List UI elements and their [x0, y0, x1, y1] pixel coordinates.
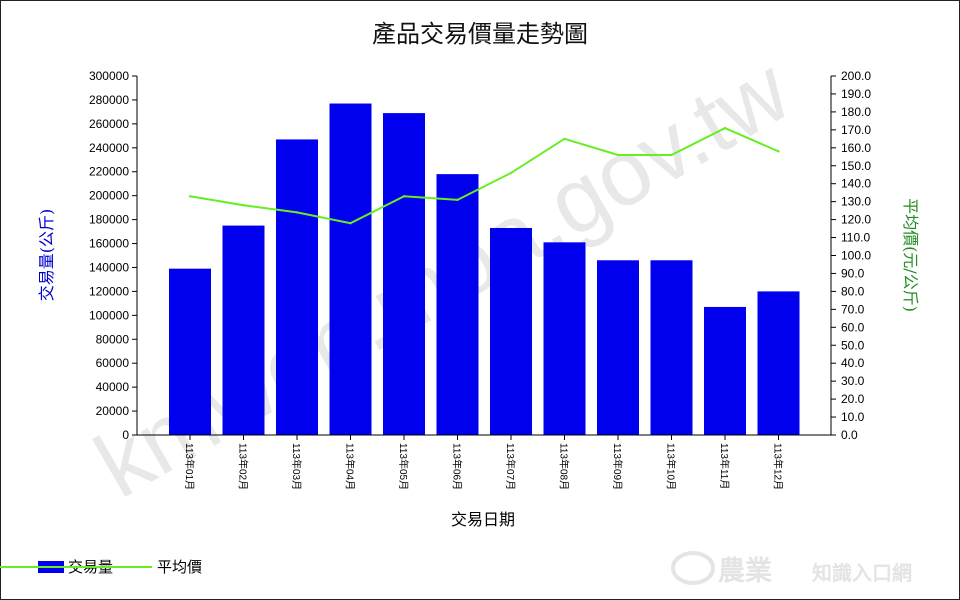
y-tick-label: 160000 [89, 237, 129, 251]
bar [276, 139, 318, 435]
y2-tick-label: 120.0 [841, 213, 871, 227]
x-tick-label: 113年12月 [772, 443, 785, 490]
y2-tick-label: 200.0 [841, 69, 871, 83]
x-tick-label: 113年08月 [558, 443, 571, 490]
y-tick-label: 140000 [89, 260, 129, 274]
y2-tick-label: 20.0 [841, 392, 865, 406]
bar [704, 306, 746, 435]
line-point [509, 171, 513, 175]
y-tick-label: 220000 [89, 165, 129, 179]
y2-tick-label: 130.0 [841, 195, 871, 209]
y2-tick-label: 190.0 [841, 87, 871, 101]
line-point [616, 153, 620, 157]
x-tick-label: 113年10月 [665, 443, 678, 490]
logo-sub-text: 知識入口網 [812, 561, 912, 585]
y-tick-label: 0 [122, 428, 129, 442]
x-axis-title: 交易日期 [451, 510, 515, 529]
bar [169, 268, 211, 435]
y2-tick-label: 110.0 [841, 231, 870, 245]
y-tick-label: 20000 [96, 404, 130, 418]
line-point [402, 195, 406, 198]
chart-title: 產品交易價量走勢圖 [372, 20, 588, 48]
y-tick-label: 280000 [89, 93, 129, 107]
x-tick-label: 113年03月 [290, 443, 303, 490]
line-point [456, 198, 459, 202]
line-point [777, 150, 780, 153]
bar [597, 260, 639, 435]
line-point [349, 221, 352, 225]
y2-tick-label: 140.0 [841, 177, 871, 191]
bar [543, 242, 586, 435]
y2-tick-label: 30.0 [841, 374, 865, 388]
y-axis-title: 交易量(公斤) [37, 209, 56, 302]
y-tick-label: 100000 [89, 308, 129, 322]
x-tick-label: 113年06月 [451, 443, 464, 490]
y2-tick-label: 170.0 [841, 123, 871, 137]
y2-tick-label: 40.0 [841, 356, 865, 370]
line-point [188, 195, 192, 198]
x-tick-label: 113年05月 [397, 443, 410, 490]
bar [329, 103, 372, 436]
x-tick-label: 113年02月 [237, 443, 250, 490]
y2-tick-label: 10.0 [841, 410, 865, 424]
y2-tick-label: 50.0 [841, 338, 865, 352]
bar [650, 260, 693, 435]
y2-tick-label: 80.0 [841, 284, 865, 298]
y-tick-label: 260000 [89, 117, 129, 131]
y-tick-label: 300000 [89, 69, 129, 83]
line-point [295, 211, 299, 214]
legend-label-line: 平均價 [157, 558, 202, 576]
x-tick-label: 113年07月 [504, 443, 517, 490]
bar [222, 225, 265, 435]
x-tick-label: 113年01月 [183, 443, 196, 490]
line-point [563, 137, 566, 141]
y2-tick-label: 60.0 [841, 320, 865, 334]
y2-tick-label: 90.0 [841, 266, 865, 280]
line-point [723, 126, 727, 130]
y-tick-label: 200000 [89, 189, 129, 203]
site-logo: 農業 知識入口網 [671, 551, 912, 587]
y2-tick-label: 150.0 [841, 159, 871, 173]
logo-emblem-icon [671, 551, 715, 585]
series-line-avg-price [189, 126, 779, 225]
y-tick-label: 120000 [89, 284, 129, 298]
bar [757, 291, 800, 435]
y2-tick-label: 100.0 [841, 249, 871, 263]
x-tick-label: 113年11月 [718, 443, 731, 489]
y-tick-label: 40000 [96, 380, 130, 394]
x-tick-label: 113年09月 [611, 443, 624, 490]
line-point [670, 153, 673, 157]
bar [490, 227, 532, 435]
line-point [242, 204, 245, 207]
y-tick-label: 180000 [89, 213, 129, 227]
y2-tick-label: 70.0 [841, 302, 865, 316]
bar [383, 113, 425, 435]
y2-tick-label: 180.0 [841, 105, 871, 119]
legend: 交易量 平均價 [0, 558, 202, 576]
y-tick-label: 60000 [96, 356, 130, 370]
bar [436, 174, 479, 436]
y-tick-label: 80000 [96, 332, 130, 346]
y2-axis-title: 平均價(元/公斤) [901, 198, 920, 312]
x-tick-label: 113年04月 [344, 443, 357, 490]
logo-main-text: 農業 [718, 556, 772, 587]
y2-tick-label: 160.0 [841, 141, 871, 155]
y2-tick-label: 0.0 [841, 428, 858, 442]
y-tick-label: 240000 [89, 141, 129, 155]
